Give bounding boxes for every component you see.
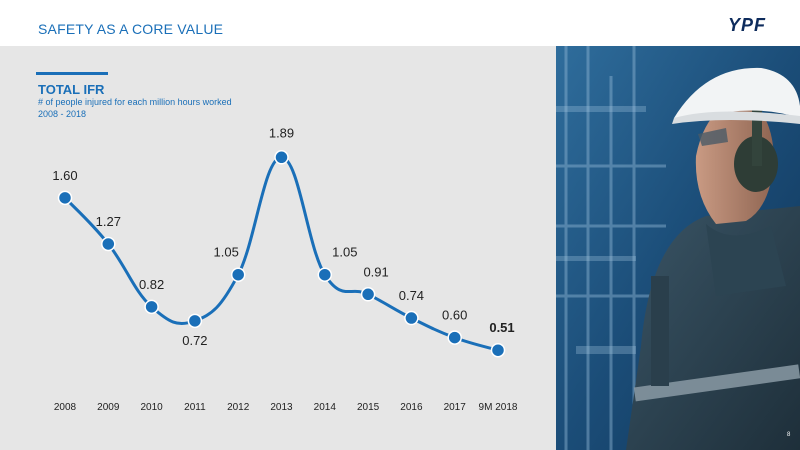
x-tick-label: 2013 (270, 402, 293, 413)
data-point-2015 (360, 287, 376, 302)
chart-panel (0, 46, 556, 450)
x-tick-label: 2017 (444, 402, 467, 413)
x-tick-label: 2009 (97, 402, 120, 413)
data-point-2017 (447, 330, 462, 345)
x-tick-label: 2010 (140, 402, 163, 413)
x-tick-label: 2015 (357, 402, 380, 413)
ypf-logo: YPF (728, 15, 767, 35)
ifr-series-line (63, 155, 499, 352)
data-point-2008 (57, 190, 73, 206)
data-label-2010: 0.82 (139, 277, 164, 292)
slide-title: SAFETY AS A CORE VALUE (38, 21, 224, 37)
data-point-2013 (274, 150, 289, 165)
x-tick-label: 2011 (184, 402, 206, 413)
data-point-2009 (101, 236, 116, 252)
x-tick-label: 2014 (314, 402, 337, 413)
data-label-2015: 0.91 (363, 264, 388, 279)
data-label-2014: 1.05 (332, 245, 357, 260)
worker-photo (556, 46, 800, 450)
data-label-9m-2018: 0.51 (489, 320, 514, 335)
x-tick-label: 9M 2018 (479, 402, 518, 413)
data-label-2009: 1.27 (96, 214, 121, 229)
chart-title: TOTAL IFR (38, 82, 105, 97)
slide-header: SAFETY AS A CORE VALUE YPF (0, 0, 800, 46)
data-label-2012: 1.05 (214, 245, 239, 260)
data-label-2013: 1.89 (269, 125, 294, 140)
x-tick-label: 2016 (400, 402, 423, 413)
data-label-2008: 1.60 (52, 168, 77, 183)
data-point-2012 (230, 267, 246, 282)
chart-range-label: 2008 - 2018 (38, 109, 87, 119)
data-point-2016 (404, 310, 419, 326)
data-label-2017: 0.60 (442, 308, 467, 323)
data-point-2014 (317, 267, 333, 282)
page-number: 8 (787, 432, 791, 438)
chart-subtitle: # of people injured for each million hou… (38, 97, 232, 107)
data-point-2011 (187, 313, 203, 329)
data-label-2016: 0.74 (399, 288, 424, 303)
title-accent-line (36, 72, 108, 75)
data-point-9m-2018 (490, 342, 506, 358)
data-label-2011: 0.72 (182, 333, 207, 348)
ifr-line-chart: 1.60 2008 1.27 2009 0.82 2010 0.72 2011 1.05 2012… (52, 125, 518, 413)
data-point-2010 (144, 299, 159, 315)
x-tick-label: 2012 (227, 402, 250, 413)
x-tick-label: 2008 (54, 402, 77, 413)
